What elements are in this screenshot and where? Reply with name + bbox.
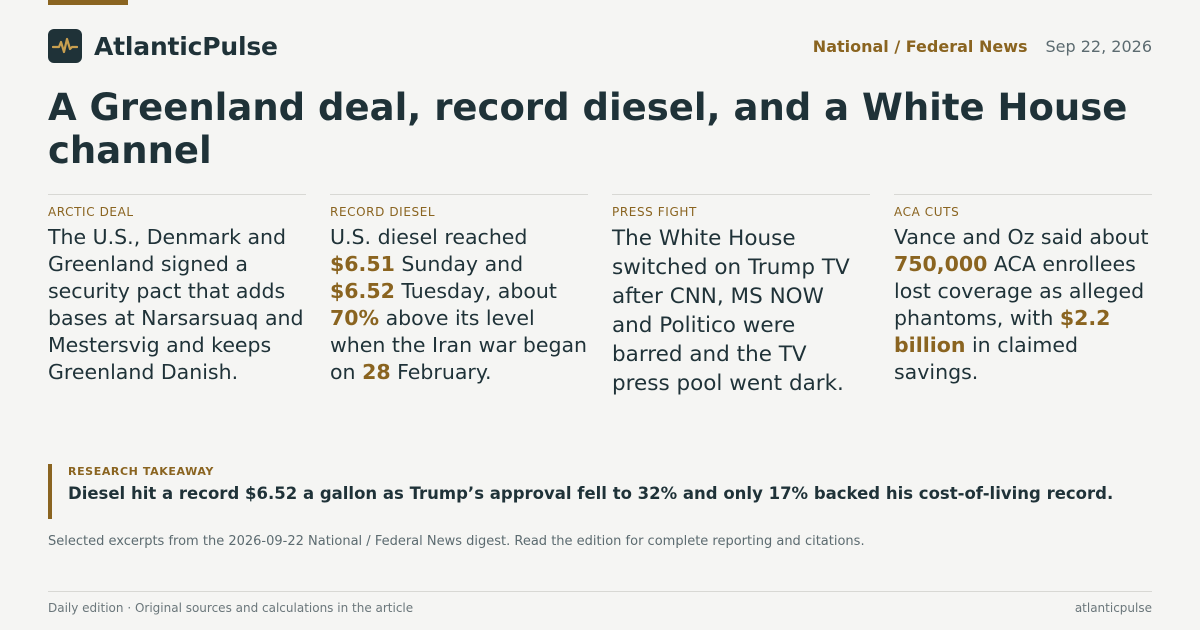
story-column[interactable]: PRESS FIGHT The White House switched on … [612, 194, 870, 398]
story-columns: ARCTIC DEAL The U.S., Denmark and Greenl… [48, 194, 1152, 398]
top-accent-bar [48, 0, 128, 5]
highlight-figure: 70% [330, 306, 380, 330]
story-text-segment: Tuesday, about [394, 279, 557, 303]
site-header: AtlanticPulse National / Federal News Se… [48, 29, 1152, 63]
story-text-segment: in claimed savings. [894, 333, 1079, 384]
story-text-segment: The White House switched on Trump TV aft… [612, 226, 850, 396]
story-column[interactable]: ACA CUTS Vance and Oz said about 750,000… [894, 194, 1152, 398]
story-text: U.S. diesel reached $6.51 Sunday and $6.… [330, 224, 588, 386]
story-text-segment: Vance and Oz said about [894, 225, 1149, 249]
edition-date: Sep 22, 2026 [1045, 36, 1153, 56]
takeaway-text: Diesel hit a record $6.52 a gallon as Tr… [68, 484, 1114, 503]
footer-site-link[interactable]: atlanticpulse [1074, 601, 1152, 615]
story-text-segment: February. [390, 360, 492, 384]
page-footer: Daily edition · Original sources and cal… [48, 591, 1152, 615]
story-text-segment: Sunday and [394, 252, 524, 276]
story-column[interactable]: ARCTIC DEAL The U.S., Denmark and Greenl… [48, 194, 306, 398]
story-text-segment: The U.S., Denmark and Greenland signed a… [48, 225, 304, 384]
digest-note: Selected excerpts from the 2026-09-22 Na… [48, 534, 865, 549]
story-text-segment: ACA enrollees lost coverage as alleged p… [894, 252, 1145, 330]
takeaway-label: RESEARCH TAKEAWAY [68, 465, 214, 478]
highlight-figure: $2.2 billion [894, 306, 1111, 357]
pulse-icon [48, 29, 82, 63]
highlight-figure: $6.51 [330, 252, 395, 276]
footer-edition-text: Daily edition · Original sources and cal… [48, 601, 414, 615]
story-column[interactable]: RECORD DIESEL U.S. diesel reached $6.51 … [330, 194, 588, 398]
edition-meta: National / Federal News Sep 22, 2026 [813, 37, 1152, 56]
highlight-figure: 28 [362, 360, 391, 384]
brand-name: AtlanticPulse [94, 31, 278, 61]
brand[interactable]: AtlanticPulse [48, 29, 278, 63]
story-text: The White House switched on Trump TV aft… [612, 224, 870, 398]
story-label: ACA CUTS [894, 205, 960, 219]
story-label: ARCTIC DEAL [48, 205, 134, 219]
highlight-figure: 750,000 [894, 252, 988, 276]
story-text-segment: above its level when the Iran war began … [330, 306, 588, 384]
story-text-segment: U.S. diesel reached [330, 225, 528, 249]
section-link[interactable]: National / Federal News [812, 36, 1028, 56]
research-takeaway: RESEARCH TAKEAWAY Diesel hit a record $6… [48, 464, 1152, 519]
highlight-figure: $6.52 [330, 279, 395, 303]
page-title: A Greenland deal, record diesel, and a W… [48, 86, 1128, 172]
story-text: Vance and Oz said about 750,000 ACA enro… [894, 224, 1152, 386]
story-label: RECORD DIESEL [330, 205, 436, 219]
story-label: PRESS FIGHT [612, 205, 697, 219]
story-text: The U.S., Denmark and Greenland signed a… [48, 224, 306, 386]
